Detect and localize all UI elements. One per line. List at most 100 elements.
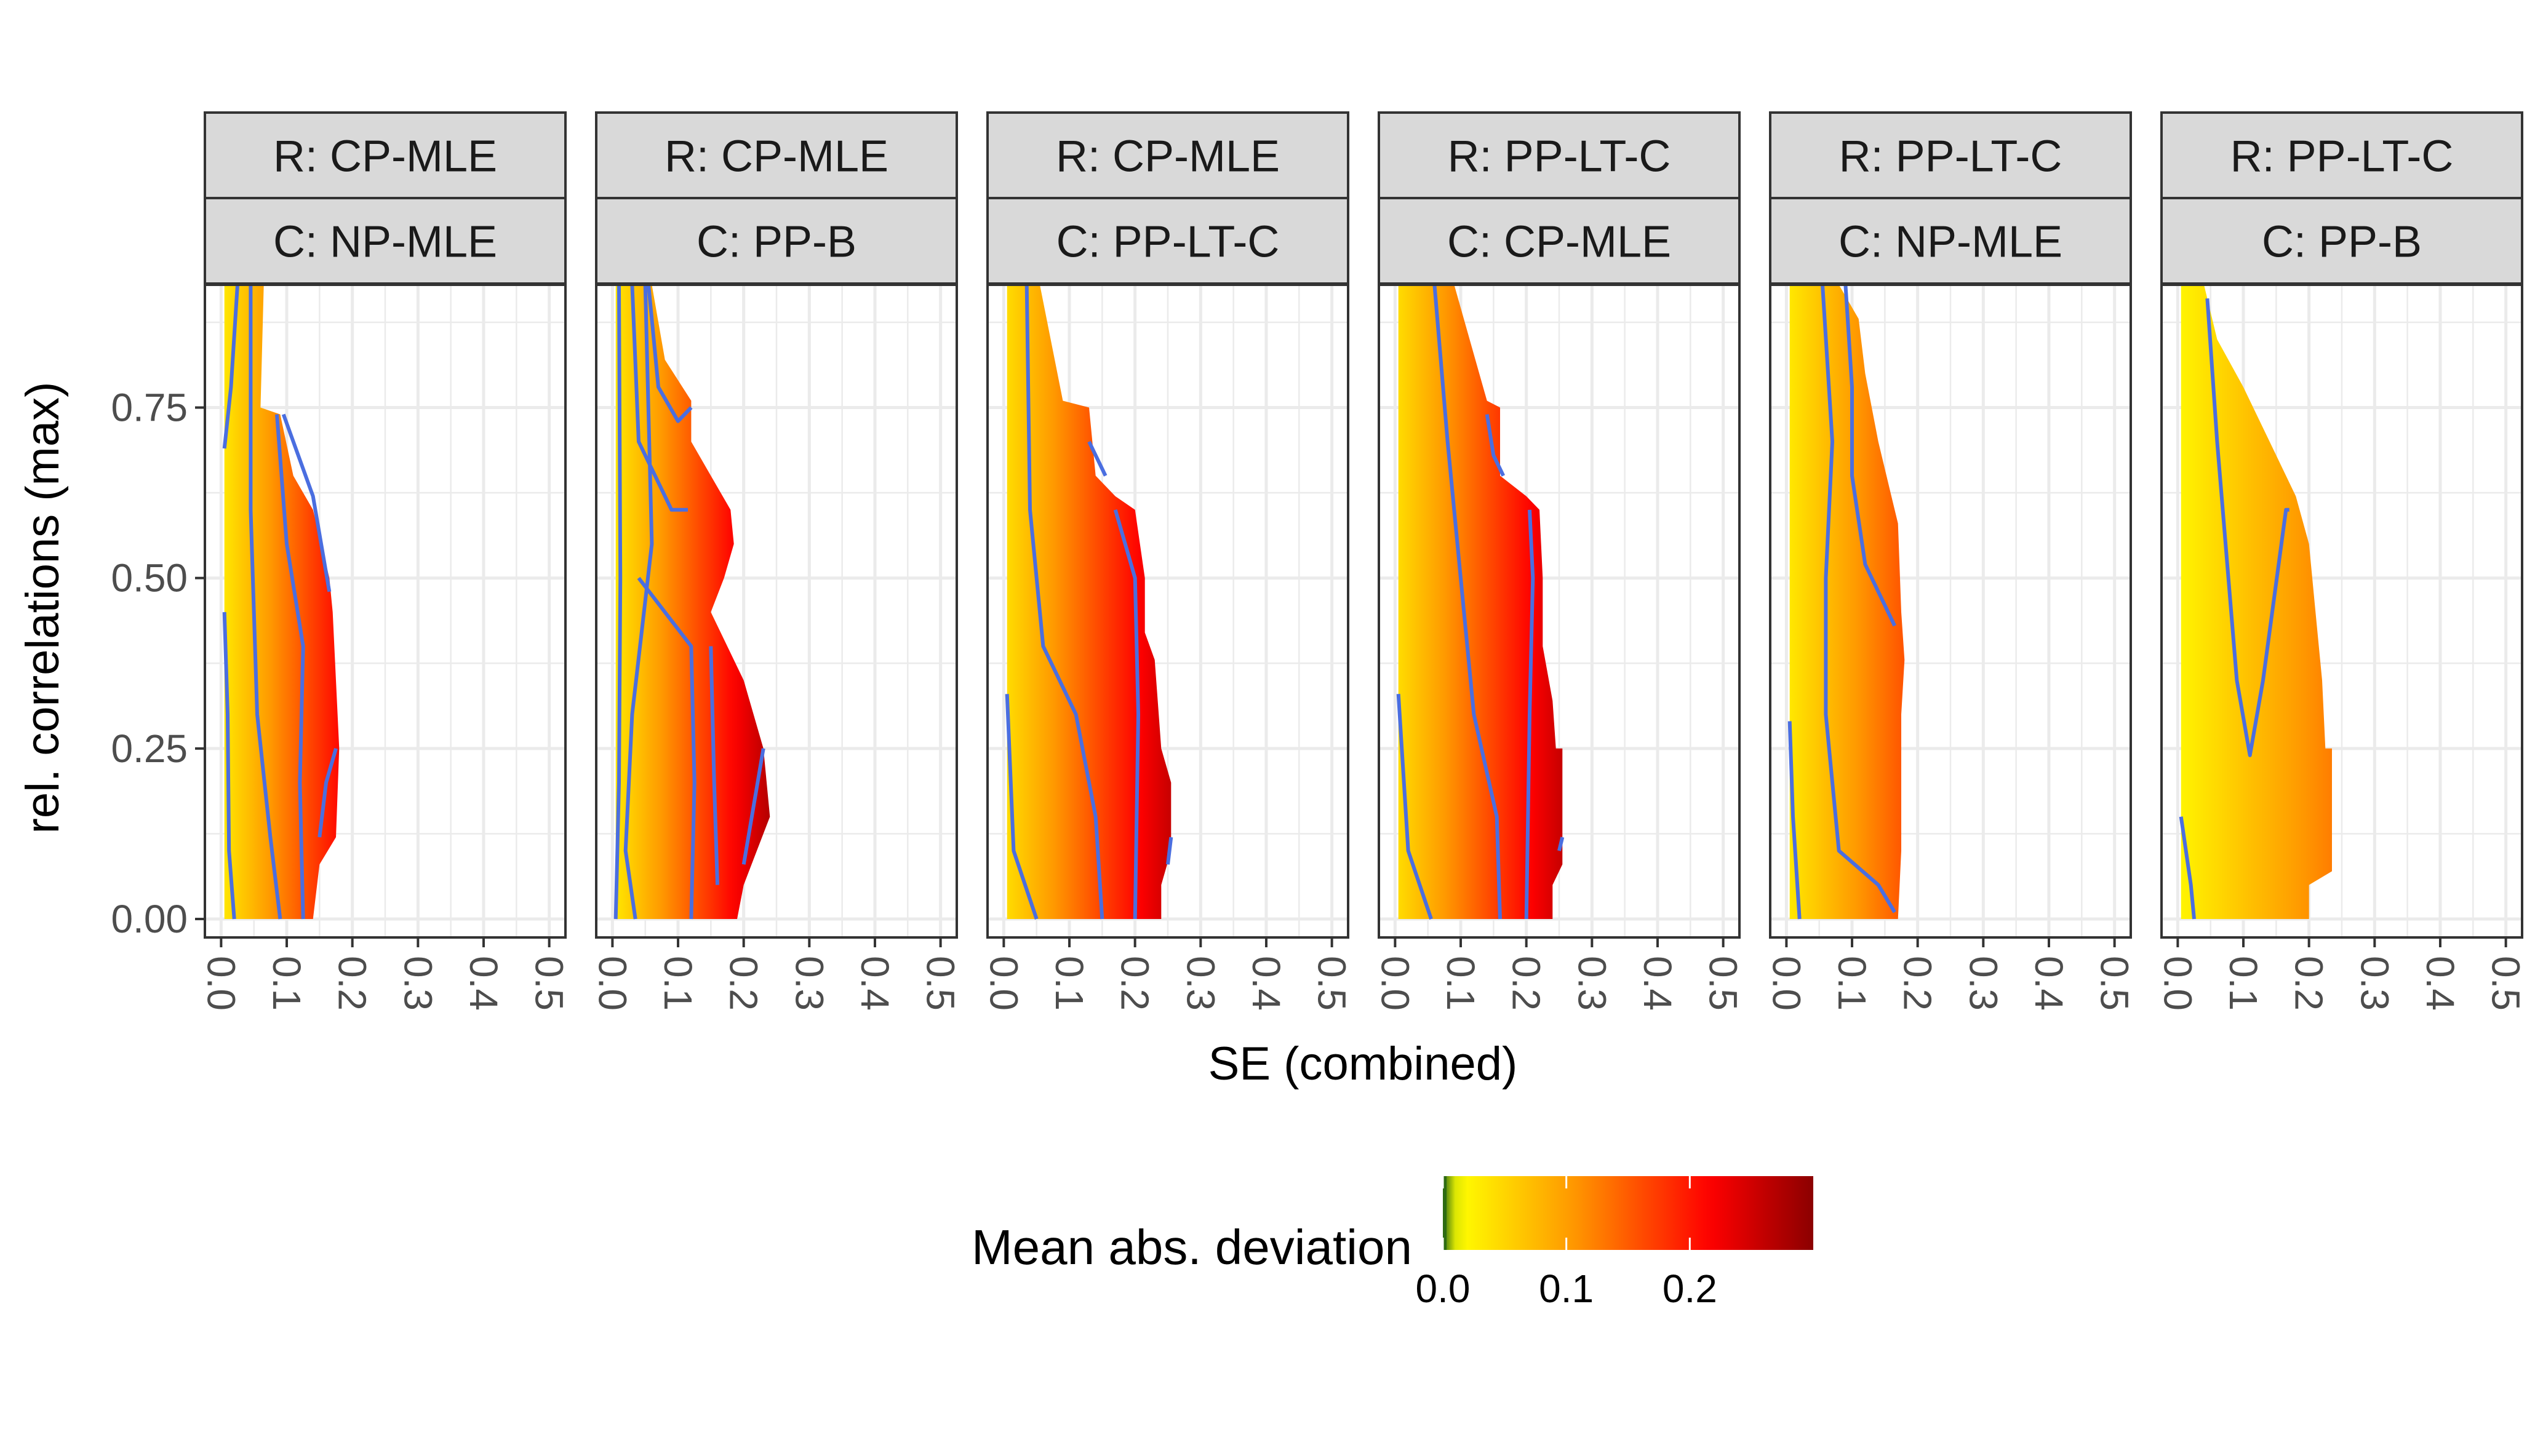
panel-border xyxy=(986,284,1349,939)
contour-line xyxy=(709,646,719,885)
x-tick-label: 0.1 xyxy=(1830,956,1874,1011)
x-tick-label: 0.0 xyxy=(981,956,1026,1011)
x-tick-label: 0.0 xyxy=(590,956,634,1011)
contour-line xyxy=(1557,837,1565,851)
x-tick-label: 0.1 xyxy=(1439,956,1483,1011)
contour-line xyxy=(1821,284,1896,913)
legend-colorbar xyxy=(1443,1176,1813,1250)
contour-line xyxy=(1166,837,1173,865)
legend-tick-label: 0.2 xyxy=(1663,1267,1717,1311)
contour-line xyxy=(1024,284,1104,920)
contour-line xyxy=(1396,694,1433,920)
strip-bottom-background xyxy=(1769,197,2132,285)
x-tick-label: 0.0 xyxy=(199,956,243,1011)
x-tick-label: 0.3 xyxy=(1570,956,1614,1011)
x-tick-label: 0.4 xyxy=(2027,956,2071,1011)
contour-line xyxy=(317,747,338,838)
x-tick-label: 0.4 xyxy=(1244,956,1288,1011)
y-axis-label: rel. correlations (max) xyxy=(17,382,69,834)
x-tick-label: 0.2 xyxy=(1113,956,1157,1011)
heat-region xyxy=(224,285,340,919)
y-tick-label: 0.25 xyxy=(111,726,188,771)
panel-border xyxy=(2160,284,2523,939)
heat-region xyxy=(1398,285,1563,919)
y-tick-label: 0.75 xyxy=(111,386,188,430)
x-tick-label: 0.0 xyxy=(2155,956,2200,1011)
panel-border xyxy=(1378,284,1741,939)
strip-bottom-label: C: PP-B xyxy=(697,218,856,267)
y-tick-label: 0.00 xyxy=(111,897,188,941)
y-axis: 0.00 0.25 0.50 0.75 xyxy=(111,386,205,941)
x-tick-label: 0.0 xyxy=(1373,956,1417,1011)
contour-line xyxy=(1524,509,1535,920)
heat-region xyxy=(1789,285,1905,919)
contour-line xyxy=(1087,440,1108,477)
strip-bottom-background xyxy=(1378,197,1741,285)
legend-tick-label: 0.1 xyxy=(1539,1267,1594,1311)
strip-top-label: R: PP-LT-C xyxy=(1839,132,2062,181)
x-tick-label: 0.3 xyxy=(2352,956,2397,1011)
contour-line xyxy=(647,284,693,423)
facet-panel-1: R: CP-MLE C: NP-MLE 0.0 0.1 0.2 0.3 0.4 0.5 xyxy=(199,111,572,1011)
contour-line xyxy=(623,284,654,920)
strip-bottom-background xyxy=(2160,197,2523,285)
contour-line xyxy=(1787,721,1802,920)
contour-line xyxy=(1485,414,1506,477)
x-tick-label: 0.2 xyxy=(1896,956,1940,1011)
strip-bottom-background xyxy=(986,197,1349,285)
strip-top-label: R: CP-MLE xyxy=(1056,132,1280,181)
contour-line xyxy=(637,576,697,920)
heat-region xyxy=(1007,285,1172,919)
strip-top-label: R: PP-LT-C xyxy=(2230,132,2454,181)
strip-top-label: R: PP-LT-C xyxy=(1448,132,1671,181)
x-tick-label: 0.3 xyxy=(1961,956,2005,1011)
x-axis-ticks: 0.0 0.1 0.2 0.3 0.4 0.5 xyxy=(2155,937,2528,1011)
x-tick-label: 0.0 xyxy=(1764,956,1808,1011)
panel-border xyxy=(595,284,958,939)
facet-panel-4: R: PP-LT-C C: CP-MLE 0.0 0.1 0.2 0.3 0.4 0.5 xyxy=(1373,111,1746,1011)
x-tick-label: 0.5 xyxy=(919,956,963,1011)
contour-line xyxy=(2205,298,2289,757)
x-tick-label: 0.5 xyxy=(2484,956,2528,1011)
contour-line xyxy=(222,284,239,449)
legend-ticks: 0.0 0.1 0.2 xyxy=(1416,1176,1717,1311)
strip-bottom-label: C: CP-MLE xyxy=(1447,218,1671,267)
x-tick-label: 0.1 xyxy=(1047,956,1092,1011)
contour-line xyxy=(281,413,332,592)
x-axis-ticks: 0.0 0.1 0.2 0.3 0.4 0.5 xyxy=(199,937,572,1011)
facet-panel-2: R: CP-MLE C: PP-B 0.0 0.1 0.2 0.3 0.4 0.5 xyxy=(590,111,963,1011)
x-tick-label: 0.1 xyxy=(2221,956,2266,1011)
strip-top-background xyxy=(1769,111,2132,199)
panel-border xyxy=(1769,284,2132,939)
y-tick-label: 0.50 xyxy=(111,556,188,600)
x-tick-label: 0.2 xyxy=(722,956,766,1011)
strip-bottom-background xyxy=(204,197,567,285)
panel-border xyxy=(204,284,567,939)
facet-panel-3: R: CP-MLE C: PP-LT-C 0.0 0.1 0.2 0.3 0.4 0.5 xyxy=(981,111,1354,1011)
x-tick-label: 0.3 xyxy=(1178,956,1223,1011)
contour-line xyxy=(1005,694,1039,920)
contour-line xyxy=(613,284,623,920)
strip-top-label: R: CP-MLE xyxy=(665,132,888,181)
x-tick-label: 0.4 xyxy=(2418,956,2462,1011)
contour-line xyxy=(630,284,688,512)
heat-region xyxy=(615,285,770,919)
x-tick-label: 0.1 xyxy=(656,956,700,1011)
contour-line xyxy=(1432,284,1502,920)
x-tick-label: 0.2 xyxy=(2287,956,2331,1011)
contour-line xyxy=(1113,509,1140,920)
x-axis-ticks: 0.0 0.1 0.2 0.3 0.4 0.5 xyxy=(590,937,963,1011)
x-tick-label: 0.5 xyxy=(527,956,572,1011)
contour-line xyxy=(1843,284,1897,627)
x-axis-label: SE (combined) xyxy=(1208,1038,1518,1090)
contour-line xyxy=(275,414,305,920)
legend-gradient-bar xyxy=(1443,1176,1813,1250)
x-tick-label: 0.3 xyxy=(396,956,440,1011)
facet-panel-5: R: PP-LT-C C: NP-MLE 0.0 0.1 0.2 0.3 0.4 0.5 xyxy=(1764,111,2137,1011)
x-axis-ticks: 0.0 0.1 0.2 0.3 0.4 0.5 xyxy=(981,937,1354,1011)
x-tick-label: 0.2 xyxy=(330,956,375,1011)
strip-top-background xyxy=(595,111,958,199)
x-tick-label: 0.3 xyxy=(787,956,831,1011)
